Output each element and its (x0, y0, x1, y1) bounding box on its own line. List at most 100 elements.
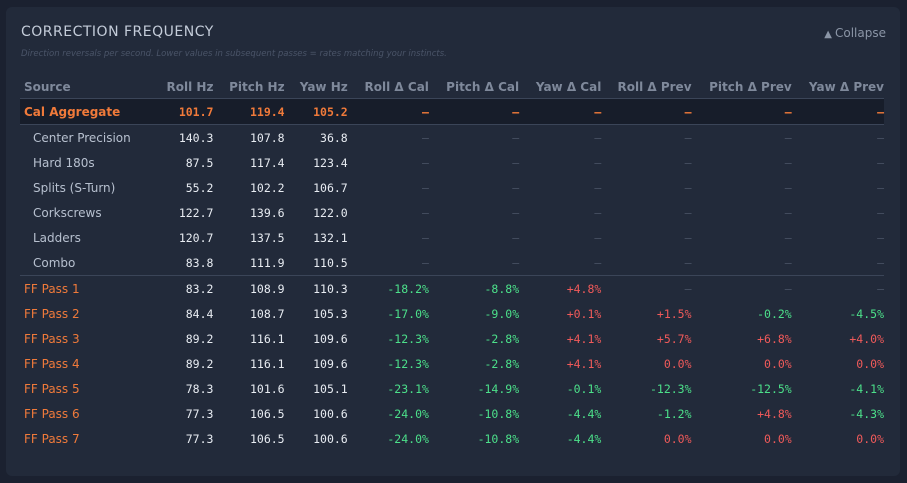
table-cell: -0.1% (566, 381, 602, 396)
table-row: Center Precision 140.3 107.8 36.8 — — — — — — (20, 125, 884, 151)
table-cell: -8.8% (428, 275, 520, 301)
col-header-pitch-hz[interactable]: Pitch Hz (213, 76, 285, 99)
table-cell: -4.5% (849, 306, 884, 321)
table-cell: +1.5% (656, 306, 692, 321)
row-source-label: Center Precision (33, 130, 131, 145)
table-row: FF Pass 4 89.2 116.1 109.6 -12.3% -2.8% +4.1% 0… (20, 351, 884, 376)
table-cell: — (428, 98, 520, 125)
table-cell: +4.1% (566, 356, 602, 371)
table-cell: — (684, 230, 692, 245)
table-cell: 123.4 (313, 155, 348, 170)
row-source-label: Hard 180s (33, 155, 95, 170)
table-cell: 106.7 (313, 180, 348, 195)
table-cell: 0.0% (764, 356, 792, 371)
table-cell: 106.5 (249, 431, 285, 446)
table-cell: 110.3 (284, 275, 348, 301)
table-cell: -18.2% (347, 275, 429, 301)
table-cell: — (594, 205, 602, 220)
table-cell: — (784, 180, 792, 195)
table-header-row: Source Roll Hz Pitch Hz Yaw Hz Roll Δ Ca… (20, 76, 884, 99)
table-cell: — (421, 130, 429, 145)
row-source-label: FF Pass 3 (24, 331, 80, 346)
table-cell: — (421, 155, 429, 170)
col-header-yaw-delta-prev[interactable]: Yaw Δ Prev (791, 76, 884, 99)
table-cell: 77.3 (185, 406, 214, 421)
collapse-button[interactable]: ▲ Collapse (824, 26, 886, 40)
table-cell: -1.2% (656, 406, 692, 421)
table-cell: -12.3% (387, 356, 429, 371)
col-header-pitch-delta-prev[interactable]: Pitch Δ Prev (691, 76, 792, 99)
table-cell: 109.6 (313, 331, 348, 346)
table-cell: 84.4 (185, 306, 214, 321)
row-source-label: Cal Aggregate (20, 98, 151, 125)
table-cell: 77.3 (185, 431, 214, 446)
table-cell: — (421, 180, 429, 195)
table-cell: 107.8 (249, 130, 285, 145)
table-cell: — (877, 180, 884, 195)
table-cell: 83.8 (185, 255, 214, 270)
table-cell: — (347, 98, 429, 125)
table-cell: 89.2 (185, 331, 214, 346)
table-cell: — (784, 230, 792, 245)
table-cell: — (512, 255, 520, 270)
table-cell: 137.5 (249, 230, 285, 245)
table-cell: — (421, 205, 429, 220)
table-cell: — (421, 230, 429, 245)
row-source-label: FF Pass 7 (24, 431, 80, 446)
table-row: Ladders 120.7 137.5 132.1 — — — — — — (20, 225, 884, 250)
table-cell: 111.9 (249, 255, 285, 270)
table-cell: — (684, 130, 692, 145)
table-cell: — (784, 155, 792, 170)
table-cell: 0.0% (856, 431, 884, 446)
table-cell: — (594, 130, 602, 145)
table-cell: +6.8% (757, 331, 792, 346)
table-row: Hard 180s 87.5 117.4 123.4 — — — — — — (20, 150, 884, 175)
table-cell: — (519, 98, 602, 125)
col-header-pitch-delta-cal[interactable]: Pitch Δ Cal (428, 76, 520, 99)
table-cell: 105.3 (313, 306, 348, 321)
table-cell: 119.4 (213, 98, 285, 125)
table-cell: 0.0% (856, 356, 884, 371)
table-cell: — (877, 130, 884, 145)
table-cell: 117.4 (249, 155, 285, 170)
table-cell: — (594, 180, 602, 195)
table-cell: -4.3% (849, 406, 884, 421)
table-cell: — (594, 230, 602, 245)
table-cell: — (512, 155, 520, 170)
table-cell: — (594, 255, 602, 270)
table-cell: 105.2 (284, 98, 348, 125)
table-cell: — (791, 98, 884, 125)
table-cell: — (594, 155, 602, 170)
table-cell: -23.1% (387, 381, 429, 396)
table-cell: 122.7 (178, 205, 214, 220)
table-cell: 140.3 (178, 130, 214, 145)
table-cell: — (691, 98, 792, 125)
table-cell: 105.1 (313, 381, 348, 396)
panel-subtitle: Direction reversals per second. Lower va… (21, 49, 447, 59)
table-cell: — (512, 205, 520, 220)
col-header-yaw-delta-cal[interactable]: Yaw Δ Cal (519, 76, 602, 99)
table-cell: — (512, 130, 520, 145)
col-header-roll-hz[interactable]: Roll Hz (150, 76, 214, 99)
table-cell: 108.7 (249, 306, 285, 321)
table-cell: — (601, 98, 692, 125)
col-header-source[interactable]: Source (20, 76, 151, 99)
table-cell: — (512, 230, 520, 245)
table-cell: +4.0% (849, 331, 884, 346)
table-cell: 116.1 (249, 331, 285, 346)
table-cell: 132.1 (313, 230, 348, 245)
table-cell: — (877, 155, 884, 170)
col-header-yaw-hz[interactable]: Yaw Hz (284, 76, 348, 99)
table-cell: +0.1% (566, 306, 602, 321)
triangle-up-icon: ▲ (824, 29, 832, 40)
table-cell: 89.2 (185, 356, 214, 371)
row-source-label: Corkscrews (33, 205, 102, 220)
col-header-roll-delta-prev[interactable]: Roll Δ Prev (601, 76, 692, 99)
table-cell: — (877, 255, 884, 270)
table-cell: -2.8% (484, 356, 520, 371)
table-row: FF Pass 5 78.3 101.6 105.1 -23.1% -14.9% -0.1%… (20, 376, 884, 401)
table-cell: — (877, 205, 884, 220)
table-cell: 106.5 (249, 406, 285, 421)
table-row: Cal Aggregate 101.7 119.4 105.2— — — — — — (20, 98, 884, 125)
col-header-roll-delta-cal[interactable]: Roll Δ Cal (347, 76, 429, 99)
